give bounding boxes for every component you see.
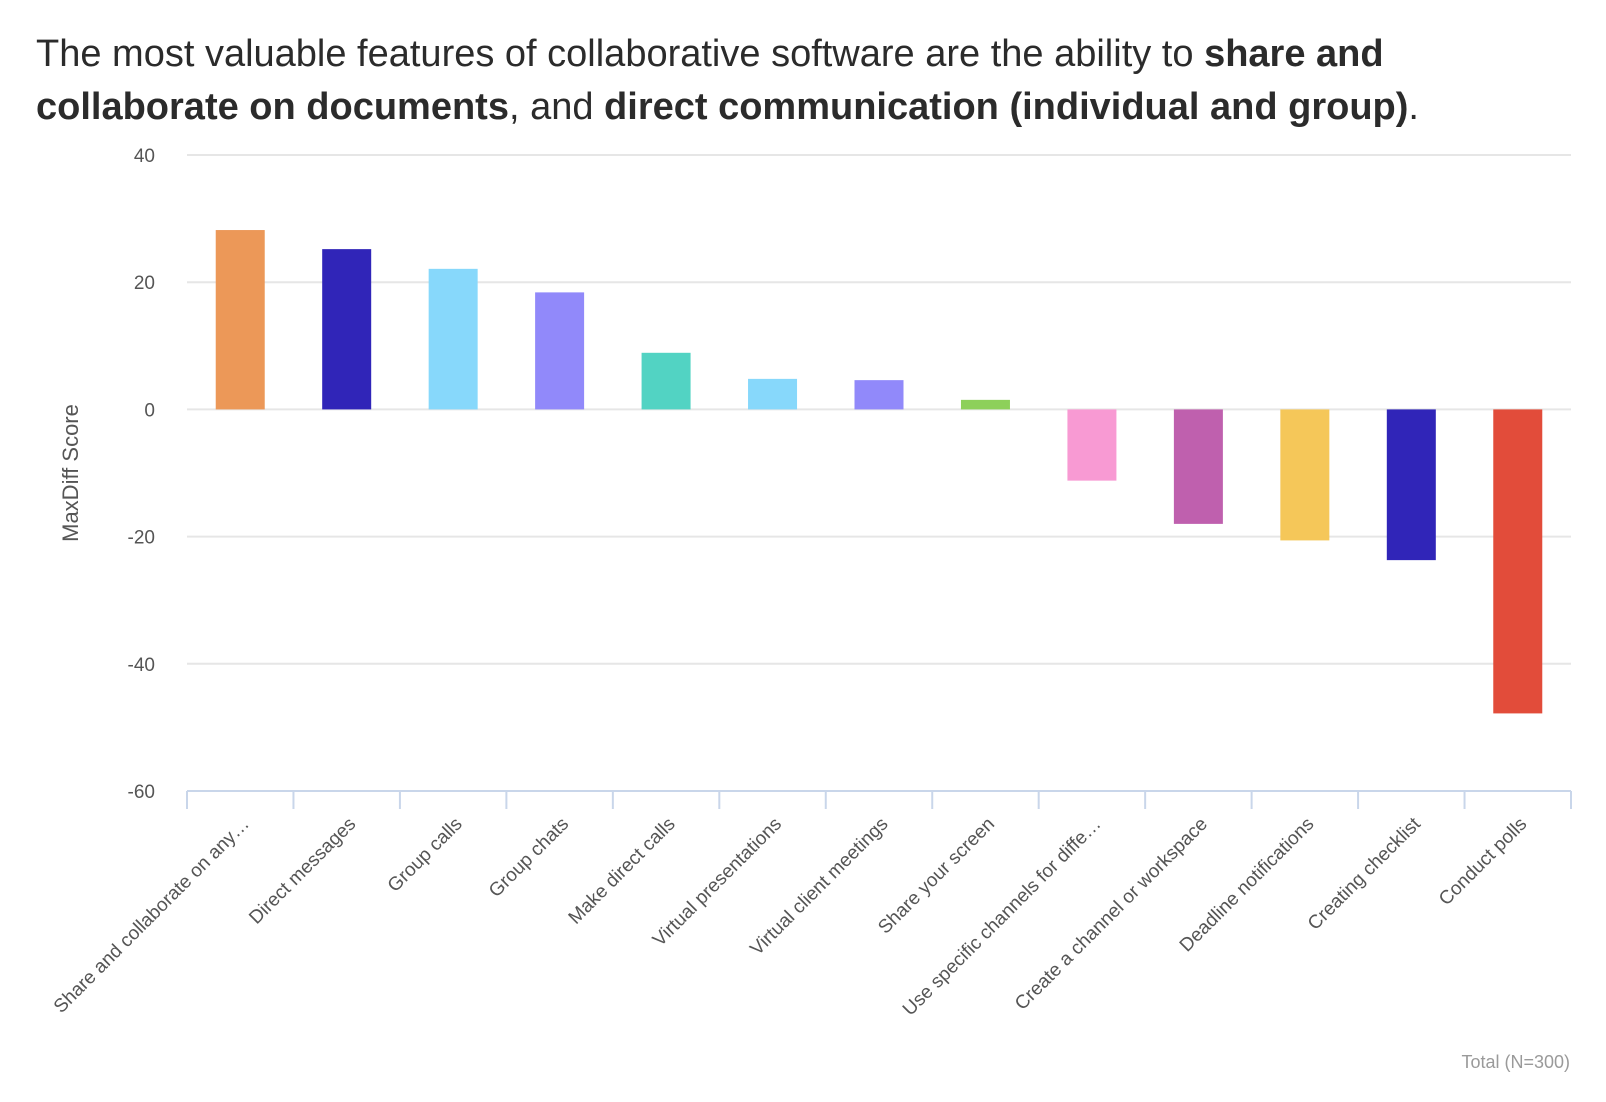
x-tick-label: Create a channel or workspace xyxy=(1011,814,1212,1015)
x-tick-label: Make direct calls xyxy=(565,814,680,929)
bar[interactable] xyxy=(1386,409,1436,561)
bar[interactable] xyxy=(1067,409,1117,481)
y-tick-label: 20 xyxy=(134,273,155,294)
bar[interactable] xyxy=(428,268,478,410)
bar[interactable] xyxy=(960,399,1010,410)
y-axis-label: MaxDiff Score xyxy=(58,404,83,542)
labels: 40 20 0 -20 -40 -60 Share and collaborate on a… xyxy=(50,146,1570,1072)
bar[interactable] xyxy=(1280,409,1330,541)
y-tick-label: 40 xyxy=(134,146,155,167)
y-tick-label: -60 xyxy=(128,782,155,803)
x-tick-label: Share your screen xyxy=(874,814,999,939)
bar[interactable] xyxy=(641,352,691,410)
x-axis xyxy=(186,790,1572,809)
x-tick-label: Conduct polls xyxy=(1435,814,1531,910)
bar[interactable] xyxy=(748,378,798,410)
sample-size-note: Total (N=300) xyxy=(1461,1052,1570,1072)
x-tick-label: Group calls xyxy=(384,814,467,897)
x-tick-label: Use specific channels for diffe… xyxy=(899,814,1106,1021)
bars xyxy=(215,230,1543,714)
x-tick-label: Direct messages xyxy=(245,814,360,929)
bar[interactable] xyxy=(215,230,265,410)
bar[interactable] xyxy=(535,292,585,410)
bar[interactable] xyxy=(322,249,372,410)
bar[interactable] xyxy=(1173,409,1223,524)
bar[interactable] xyxy=(854,380,904,410)
y-tick-label: -20 xyxy=(128,528,155,549)
gridlines xyxy=(187,154,1571,665)
chart-title: The most valuable features of collaborat… xyxy=(36,33,1419,128)
y-tick-label: -40 xyxy=(128,655,155,676)
x-tick-label: Share and collaborate on any… xyxy=(50,814,254,1018)
bar[interactable] xyxy=(1493,409,1543,714)
y-tick-label: 0 xyxy=(144,400,155,421)
x-tick-label: Group chats xyxy=(485,814,573,902)
x-tick-label: Creating checklist xyxy=(1304,813,1425,934)
